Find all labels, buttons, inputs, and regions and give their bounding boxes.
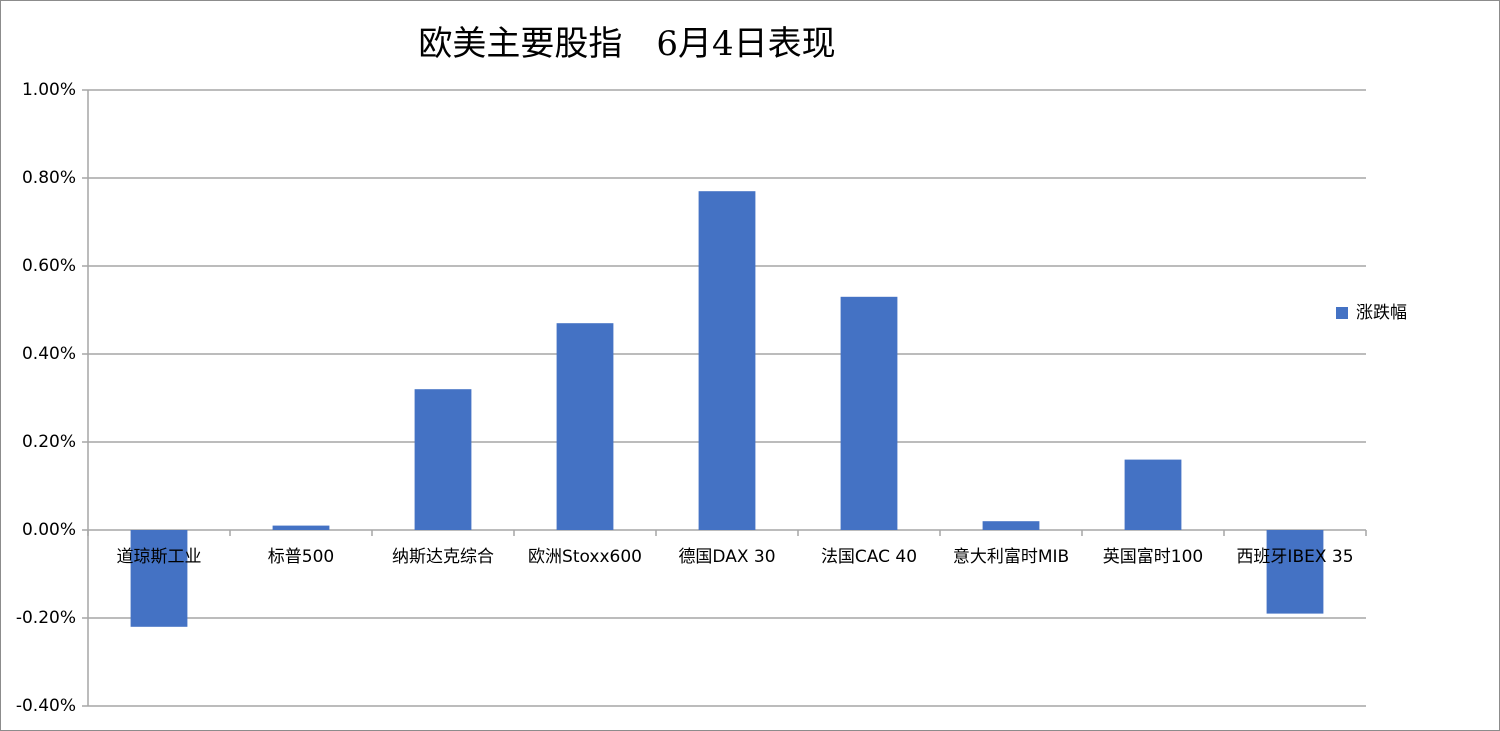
bar xyxy=(1266,530,1324,614)
bar xyxy=(982,521,1040,530)
legend-label: 涨跌幅 xyxy=(1356,303,1407,323)
x-tick-label: 西班牙IBEX 35 xyxy=(1236,547,1353,567)
y-tick-label: 0.40% xyxy=(22,344,76,364)
bar xyxy=(840,296,898,530)
x-tick-label: 法国CAC 40 xyxy=(821,547,917,567)
x-tick-label: 标普500 xyxy=(268,547,334,567)
legend-swatch xyxy=(1336,307,1348,319)
bar xyxy=(414,389,472,530)
y-tick-label: -0.20% xyxy=(16,608,76,628)
x-tick-label: 意大利富时MIB xyxy=(953,547,1069,567)
bar xyxy=(130,530,188,627)
x-tick-label: 英国富时100 xyxy=(1103,547,1203,567)
bar xyxy=(698,191,756,530)
y-tick-label: -0.40% xyxy=(16,696,76,716)
bar xyxy=(556,323,614,530)
y-tick-label: 0.60% xyxy=(22,256,76,276)
x-tick-label: 欧洲Stoxx600 xyxy=(528,547,642,567)
y-tick-label: 0.00% xyxy=(22,520,76,540)
y-tick-label: 0.20% xyxy=(22,432,76,452)
y-tick-label: 0.80% xyxy=(22,168,76,188)
x-tick-label: 德国DAX 30 xyxy=(678,547,775,567)
x-tick-label: 道琼斯工业 xyxy=(117,547,202,567)
x-tick-label: 纳斯达克综合 xyxy=(392,547,494,567)
bar xyxy=(272,525,330,530)
y-tick-label: 1.00% xyxy=(22,80,76,100)
bar xyxy=(1124,459,1182,530)
chart-title: 欧美主要股指 6月4日表现 xyxy=(418,24,835,64)
